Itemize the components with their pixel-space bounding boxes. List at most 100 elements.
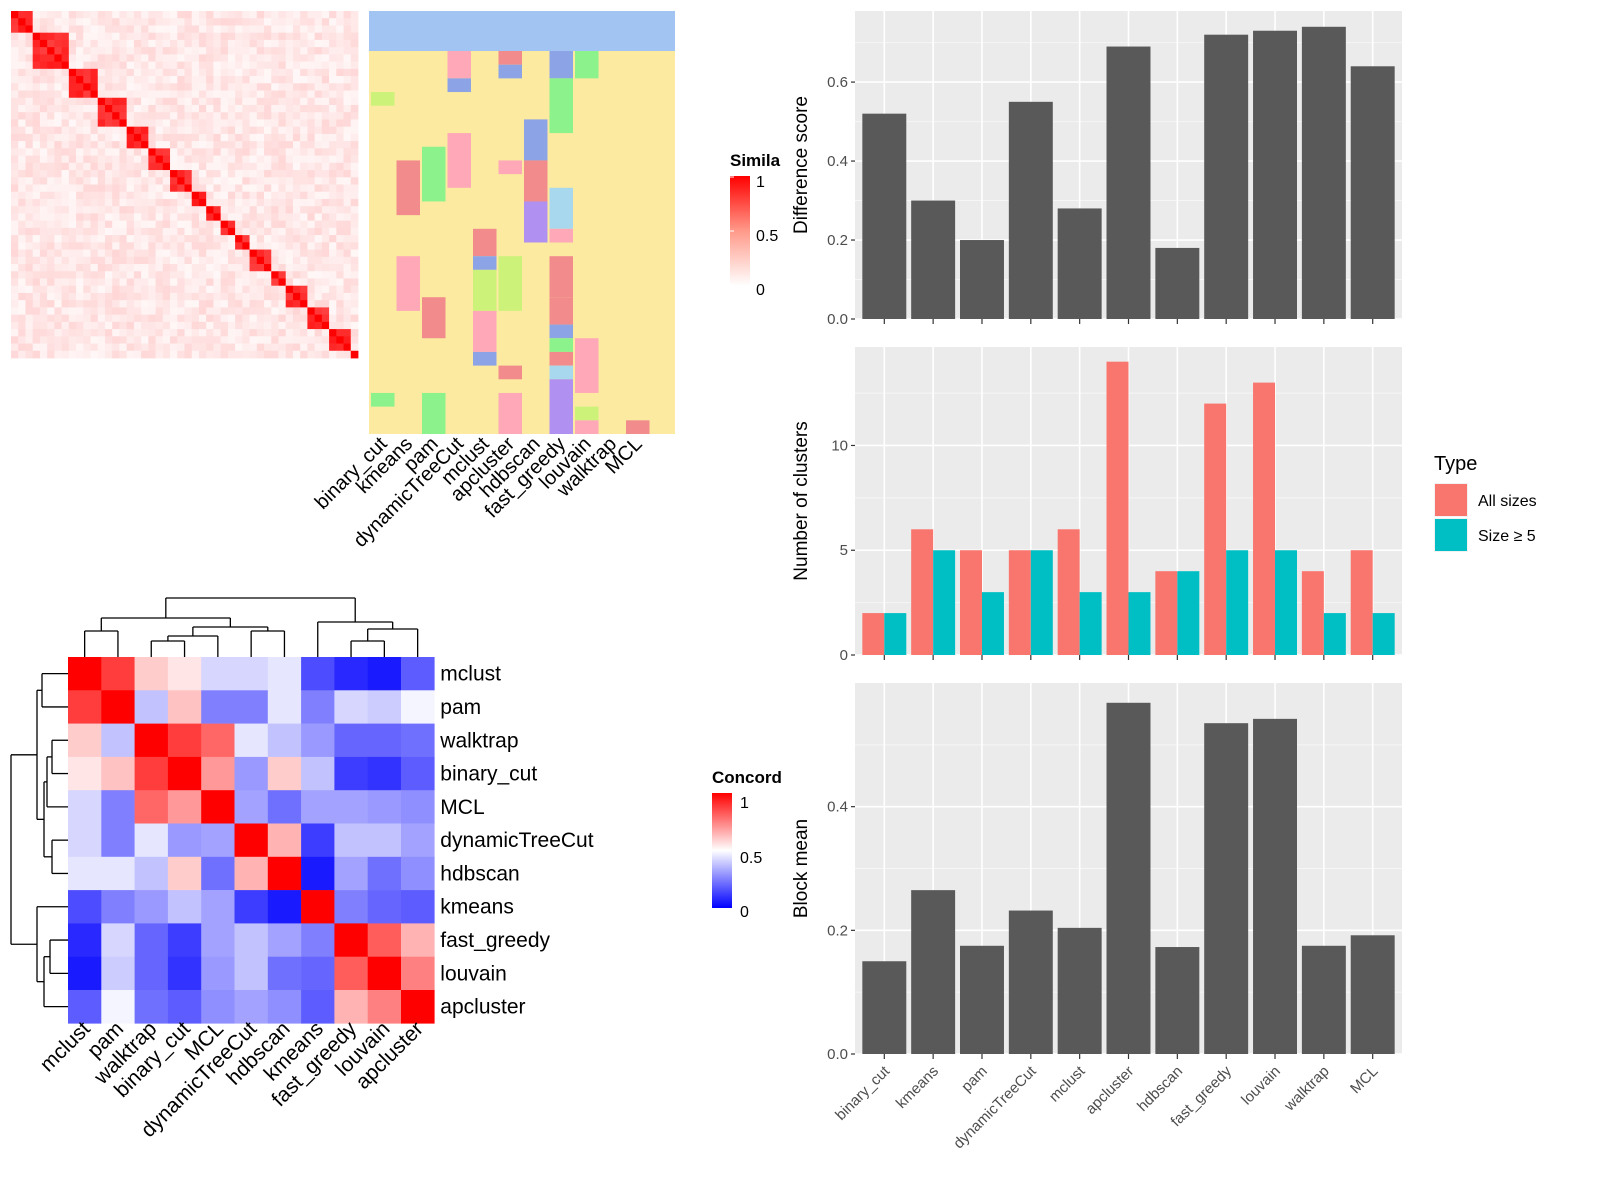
similarity-cell [285, 76, 294, 84]
similarity-cell [177, 39, 185, 48]
similarity-cell [307, 126, 316, 135]
similarity-cell [155, 170, 164, 178]
similarity-cell [343, 25, 352, 34]
similarity-cell [39, 148, 48, 156]
similarity-cell [227, 256, 236, 265]
similarity-cell [256, 235, 265, 243]
similarity-cell [256, 206, 265, 214]
similarity-cell [350, 242, 359, 250]
similarity-cell [32, 170, 41, 178]
concordance-cell [101, 923, 135, 957]
similarity-cell [329, 148, 337, 156]
similarity-cell [76, 76, 84, 84]
similarity-cell [314, 213, 323, 222]
similarity-cell [25, 32, 34, 41]
similarity-cell [350, 148, 359, 156]
annotation-cell [422, 297, 446, 339]
similarity-cell [25, 141, 34, 149]
similarity-cell [141, 61, 149, 70]
similarity-cell [68, 307, 77, 316]
similarity-cell [227, 336, 236, 344]
similarity-cell [126, 249, 135, 258]
similarity-cell [119, 314, 128, 323]
similarity-cell [256, 112, 265, 120]
similarity-cell [329, 220, 337, 229]
similarity-cell [68, 321, 77, 330]
similarity-cell [155, 198, 164, 207]
similarity-cell [11, 112, 19, 120]
similarity-cell [350, 285, 359, 294]
similarity-cell [249, 126, 258, 135]
similarity-cell [162, 336, 171, 344]
similarity-cell [198, 76, 207, 84]
similarity-cell [133, 18, 142, 26]
similarity-cell [32, 329, 41, 337]
similarity-cell [126, 278, 135, 287]
similarity-cell [97, 162, 106, 171]
similarity-cell [148, 76, 156, 84]
similarity-cell [148, 191, 156, 200]
similarity-cell [18, 177, 26, 185]
similarity-cell [198, 155, 207, 164]
similarity-cell [198, 25, 207, 34]
similarity-cell [83, 242, 91, 250]
similarity-cell [141, 39, 149, 48]
concordance-cell [101, 956, 135, 991]
similarity-cell [170, 191, 178, 200]
similarity-cell [285, 177, 294, 185]
similarity-cell [126, 11, 135, 19]
y-axis-label: Difference score [791, 96, 812, 234]
similarity-cell [83, 133, 91, 142]
similarity-cell [314, 329, 323, 337]
similarity-cell [198, 39, 207, 48]
similarity-cell [220, 141, 229, 149]
similarity-cell [32, 133, 41, 142]
similarity-cell [83, 235, 91, 243]
similarity-cell [104, 321, 113, 330]
similarity-cell [321, 112, 330, 120]
similarity-cell [184, 162, 193, 171]
similarity-cell [39, 104, 48, 113]
similarity-cell [54, 112, 63, 120]
similarity-cell [61, 119, 70, 128]
similarity-cell [177, 97, 185, 106]
similarity-cell [97, 300, 106, 308]
similarity-cell [126, 220, 135, 229]
similarity-cell [39, 191, 48, 200]
similarity-cell [25, 343, 34, 352]
similarity-cell [90, 177, 99, 185]
similarity-cell [321, 271, 330, 279]
similarity-cell [220, 68, 229, 77]
similarity-cell [32, 148, 41, 156]
similarity-cell [191, 126, 200, 135]
similarity-cell [155, 235, 164, 243]
similarity-cell [18, 206, 26, 214]
similarity-cell [112, 343, 120, 352]
concordance-cell [234, 823, 269, 858]
similarity-cell [184, 32, 193, 41]
similarity-cell [32, 119, 41, 128]
similarity-cell [242, 329, 250, 337]
similarity-cell [83, 97, 91, 106]
similarity-cell [285, 133, 294, 142]
similarity-cell [112, 76, 120, 84]
similarity-cell [321, 198, 330, 207]
similarity-cell [11, 271, 19, 279]
similarity-cell [213, 264, 222, 272]
similarity-cell [32, 32, 41, 41]
similarity-cell [321, 300, 330, 308]
similarity-cell [11, 321, 19, 330]
similarity-cell [61, 148, 70, 156]
similarity-cell [321, 177, 330, 185]
concordance-cell [301, 756, 335, 791]
similarity-cell [61, 25, 70, 34]
similarity-cell [112, 170, 120, 178]
similarity-cell [83, 227, 91, 236]
similarity-cell [292, 307, 301, 316]
concordance-cell [201, 890, 235, 924]
similarity-cell [141, 256, 149, 265]
similarity-cell [343, 278, 352, 287]
similarity-cell [148, 271, 156, 279]
similarity-cell [68, 227, 77, 236]
similarity-cell [47, 112, 55, 120]
